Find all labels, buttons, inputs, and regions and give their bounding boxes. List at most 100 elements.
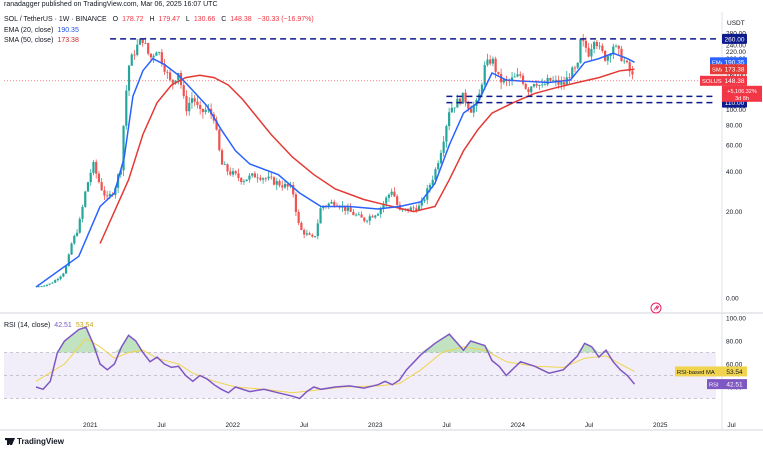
price-tick-label: 0.00 [726, 296, 739, 303]
sma-line [99, 68, 635, 244]
candle-body [270, 176, 273, 178]
candle-body [158, 52, 161, 53]
candle-body [130, 54, 133, 66]
rsi-tag-name: RSI [709, 383, 719, 389]
candle-body [434, 169, 437, 180]
high-value: 179.47 [158, 16, 180, 23]
level-price-label: 260.00 [725, 36, 745, 43]
rsi-tag-value-box [722, 366, 747, 377]
sma-value: 173.38 [57, 37, 79, 44]
candle-body [89, 172, 92, 183]
candle-body [97, 173, 101, 183]
candle-body [86, 182, 90, 192]
candle-body [300, 222, 303, 230]
candle-body [346, 207, 350, 211]
candle-body [297, 211, 300, 223]
price-tag-name-box [700, 75, 722, 86]
candle-body [245, 179, 248, 182]
time-tick-label: Jul [442, 422, 451, 429]
tradingview-brand[interactable]: TradingView [5, 437, 64, 446]
time-tick-label: Jul [157, 422, 166, 429]
candle-body [188, 102, 191, 112]
candle-body [344, 205, 347, 211]
candle-body [628, 62, 631, 72]
ema-legend[interactable]: EMA (20, close) 190.35 [4, 27, 83, 34]
candle-body [355, 214, 358, 216]
candle-body [530, 86, 533, 93]
candle-body [376, 214, 380, 216]
candle-body [593, 42, 596, 50]
candle-body [272, 177, 276, 185]
candle-body [428, 185, 432, 189]
candle-body [283, 183, 287, 188]
candle-body [483, 65, 486, 85]
candle-body [620, 48, 623, 61]
candle-body [538, 84, 541, 86]
candle-body [442, 141, 445, 153]
candle-body [363, 217, 366, 222]
price-tick-label: 240.00 [726, 42, 746, 49]
candle-body [527, 88, 530, 93]
candle-body [587, 47, 590, 57]
candle-body [141, 38, 144, 43]
candle-body [623, 60, 626, 62]
close-value: 148.38 [230, 16, 252, 23]
open-label: O [112, 16, 119, 23]
candle-body [305, 233, 308, 235]
candle-body [398, 204, 401, 210]
candle-body [261, 178, 265, 180]
rsi-legend[interactable]: RSI (14, close) 42.51 53.54 [4, 322, 97, 329]
candle-body [201, 108, 204, 113]
ema-line [35, 52, 635, 288]
price-tick-label: 100.00 [726, 107, 746, 114]
candle-body [199, 104, 202, 109]
time-tick-label: 2021 [83, 422, 98, 429]
candle-body [127, 65, 131, 91]
candle-body [439, 152, 443, 164]
candle-body [149, 53, 153, 58]
rsi-tag-value-box [722, 379, 747, 390]
candle-body [256, 177, 259, 179]
candle-body [535, 84, 538, 86]
candle-body [393, 191, 396, 197]
candle-body [229, 171, 232, 175]
time-tick-label: 2024 [511, 422, 526, 429]
candle-body [472, 105, 475, 113]
candle-body [396, 196, 399, 205]
candle-body [185, 95, 188, 112]
candle-body [360, 214, 363, 218]
event-marker-icon [650, 302, 662, 314]
candle-body [133, 54, 136, 56]
candle-body [138, 38, 142, 45]
candle-body [259, 177, 262, 180]
level-price-label: 110.00 [725, 100, 745, 107]
candle-body [84, 191, 87, 207]
candle-body [278, 181, 281, 186]
candle-body [218, 129, 221, 151]
candle-body [220, 150, 224, 165]
bar-countdown: 3d 8h [735, 96, 749, 102]
candle-body [45, 284, 49, 286]
price-tag-value: 173.38 [725, 67, 745, 74]
candle-body [546, 77, 549, 85]
candle-body [160, 52, 163, 64]
candle-body [510, 77, 514, 81]
candle-body [100, 182, 103, 191]
candle-body [469, 108, 473, 113]
candle-body [549, 77, 552, 81]
candle-body [453, 107, 456, 109]
symbol-name[interactable]: SOL / TetherUS · 1W · BINANCE [4, 16, 107, 23]
candle-body [365, 220, 369, 222]
candle-body [59, 276, 62, 279]
candle-body [401, 209, 404, 211]
price-tag-value: 148.38 [725, 78, 745, 85]
candle-body [371, 216, 374, 218]
candle-body [95, 161, 98, 174]
candle-body [168, 72, 172, 80]
price-change-box [722, 85, 762, 102]
sma-legend[interactable]: SMA (50, close) 173.38 [4, 37, 83, 44]
candle-body [48, 283, 51, 285]
candle-body [609, 54, 612, 57]
